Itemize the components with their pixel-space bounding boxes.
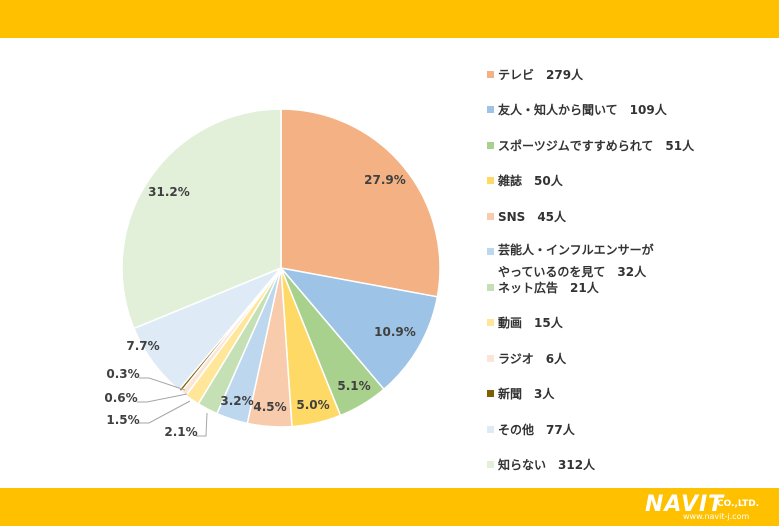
leader-line [196,412,208,437]
legend-swatch [487,106,494,113]
legend-item: テレビ 279人 [487,66,583,84]
data-label: 4.5% [253,400,286,414]
legend-item: 雑誌 50人 [487,172,563,190]
legend-item: 新聞 3人 [487,385,554,403]
data-label: 10.9% [374,325,416,339]
data-label: 1.5% [106,413,139,427]
legend-label: 芸能人・インフルエンサーが やっているのを見て 32人 [498,243,654,279]
legend-item: その他 77人 [487,421,575,439]
legend-swatch [487,213,494,220]
logo-url-text: www.navit-j.com [683,512,750,521]
legend-label: テレビ 279人 [498,68,584,82]
data-label: 0.6% [104,391,137,405]
pie-slice [280,108,441,298]
legend-label: スポーツジムですすめられて 51人 [498,139,695,153]
legend-label: 雑誌 50人 [498,174,563,188]
legend-item: 友人・知人から聞いて 109人 [487,101,667,119]
data-label: 5.1% [337,379,370,393]
legend-label: ラジオ 6人 [498,352,567,366]
legend-item: SNS 45人 [487,208,566,226]
data-label: 0.3% [106,367,139,381]
legend-label: 友人・知人から聞いて 109人 [498,103,667,117]
logo-company-text: CO.,LTD. [717,499,760,509]
legend-label: SNS 45人 [498,210,567,224]
bottom-banner [0,488,779,526]
legend-item: 芸能人・インフルエンサーが やっているのを見て 32人 [487,243,654,283]
legend-swatch [487,461,494,468]
data-label: 27.9% [364,173,406,187]
top-banner [0,0,779,38]
pie-slice [121,108,282,330]
data-label: 3.2% [220,394,253,408]
legend-label: 新聞 3人 [498,387,555,401]
navit-logo: NAVIT CO.,LTD. www.navit-j.com [645,490,775,524]
leader-line [139,377,186,391]
legend-swatch [487,142,494,149]
data-label: 31.2% [148,185,190,199]
legend-swatch [487,390,494,397]
legend-item: ネット広告 21人 [487,279,599,297]
leader-line [139,400,191,424]
pie-slice [279,266,439,391]
legend-item: 動画 15人 [487,314,563,332]
legend-swatch [487,319,494,326]
leader-line [137,393,188,403]
legend-swatch [487,71,494,78]
legend-label: 動画 15人 [498,316,563,330]
legend-swatch [487,284,494,291]
data-label: 7.7% [126,339,159,353]
legend-label: 知らない 312人 [498,458,596,472]
data-label: 5.0% [296,398,329,412]
legend-label: その他 77人 [498,423,575,437]
legend-item: ラジオ 6人 [487,350,566,368]
legend-swatch [487,426,494,433]
legend-swatch [487,177,494,184]
legend-label: ネット広告 21人 [498,281,599,295]
legend-swatch [487,248,494,255]
data-label: 2.1% [164,425,197,439]
legend-swatch [487,355,494,362]
logo-main-text: NAVIT [645,492,725,517]
legend-item: スポーツジムですすめられて 51人 [487,137,694,155]
legend-item: 知らない 312人 [487,456,595,474]
